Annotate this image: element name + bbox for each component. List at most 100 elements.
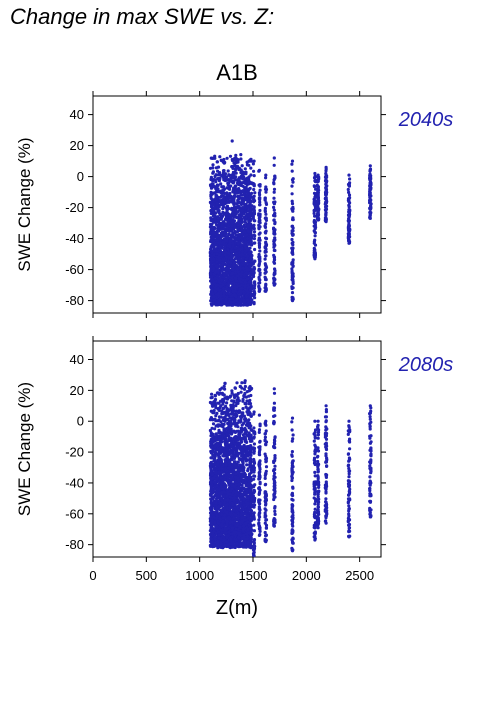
data-point: [347, 214, 351, 218]
data-point: [272, 163, 276, 167]
data-point: [258, 212, 262, 216]
data-point: [238, 183, 242, 187]
data-point: [219, 279, 223, 283]
data-point: [226, 169, 230, 173]
data-point: [238, 208, 242, 212]
data-point: [222, 294, 226, 298]
data-point: [228, 154, 233, 158]
data-point: [229, 184, 233, 188]
data-point: [245, 289, 249, 293]
data-point: [229, 237, 233, 241]
data-point: [264, 185, 268, 189]
data-point: [257, 245, 262, 249]
data-point: [212, 266, 216, 271]
data-point: [213, 197, 217, 201]
data-point: [312, 184, 317, 189]
data-point: [225, 186, 229, 190]
data-point: [290, 202, 295, 206]
data-point: [249, 166, 253, 170]
data-point: [252, 237, 256, 241]
data-point: [225, 271, 229, 275]
data-point: [235, 215, 239, 220]
data-points: [208, 379, 373, 558]
data-point: [312, 218, 316, 223]
data-point: [273, 232, 277, 236]
data-point: [264, 216, 268, 220]
data-point: [244, 302, 248, 306]
data-point: [312, 249, 317, 253]
data-point: [291, 226, 295, 230]
data-point: [347, 193, 352, 197]
data-point: [347, 241, 351, 245]
data-point: [218, 298, 222, 302]
data-point: [252, 169, 256, 173]
data-point: [209, 211, 213, 216]
data-point: [215, 160, 219, 164]
data-point: [248, 256, 252, 260]
data-point: [226, 266, 230, 270]
data-point: [290, 262, 294, 266]
data-point: [252, 219, 256, 223]
data-point: [213, 231, 217, 235]
data-point: [212, 294, 216, 299]
data-point: [230, 271, 234, 275]
data-point: [237, 180, 241, 184]
data-point: [258, 221, 262, 225]
data-point: [272, 202, 276, 206]
data-point: [257, 262, 261, 266]
data-point: [347, 204, 351, 208]
data-point: [257, 285, 261, 289]
data-point: [252, 174, 256, 178]
data-point: [313, 234, 317, 238]
data-point: [216, 287, 220, 291]
data-point: [214, 403, 218, 408]
data-point: [215, 236, 219, 240]
data-point: [225, 303, 229, 307]
data-point: [224, 255, 229, 259]
data-point: [252, 286, 256, 290]
data-point: [232, 180, 236, 184]
data-point: [209, 177, 213, 181]
data-point: [212, 298, 217, 302]
data-point: [249, 235, 253, 239]
data-point: [209, 186, 214, 190]
data-point: [225, 156, 229, 160]
data-point: [272, 182, 276, 186]
data-point: [209, 208, 213, 212]
y-tick-label: 20: [70, 383, 84, 398]
data-point: [246, 190, 250, 194]
data-point: [257, 232, 261, 236]
data-point: [226, 220, 230, 224]
data-point: [237, 228, 241, 232]
data-point: [243, 280, 247, 285]
data-point: [231, 244, 235, 248]
data-point: [221, 169, 226, 173]
x-tick-label: 500: [135, 568, 157, 583]
data-point: [316, 212, 320, 216]
data-point: [272, 273, 276, 277]
data-point: [252, 293, 256, 297]
data-point: [240, 227, 244, 231]
data-point: [230, 276, 234, 280]
data-point: [232, 198, 236, 202]
data-point: [247, 394, 251, 398]
data-point: [214, 184, 219, 189]
data-point: [247, 262, 251, 266]
data-point: [237, 284, 242, 288]
data-point: [264, 289, 268, 293]
data-point: [252, 223, 256, 227]
data-point: [264, 241, 268, 246]
data-point: [272, 190, 276, 194]
data-point: [248, 288, 253, 292]
data-point: [233, 158, 238, 162]
data-point: [242, 215, 246, 219]
data-point: [251, 181, 255, 186]
data-point: [233, 480, 237, 484]
data-point: [291, 233, 295, 237]
data-point: [209, 218, 213, 222]
data-point: [290, 299, 295, 303]
data-point: [221, 171, 225, 175]
data-point: [253, 191, 257, 195]
data-point: [290, 246, 294, 250]
